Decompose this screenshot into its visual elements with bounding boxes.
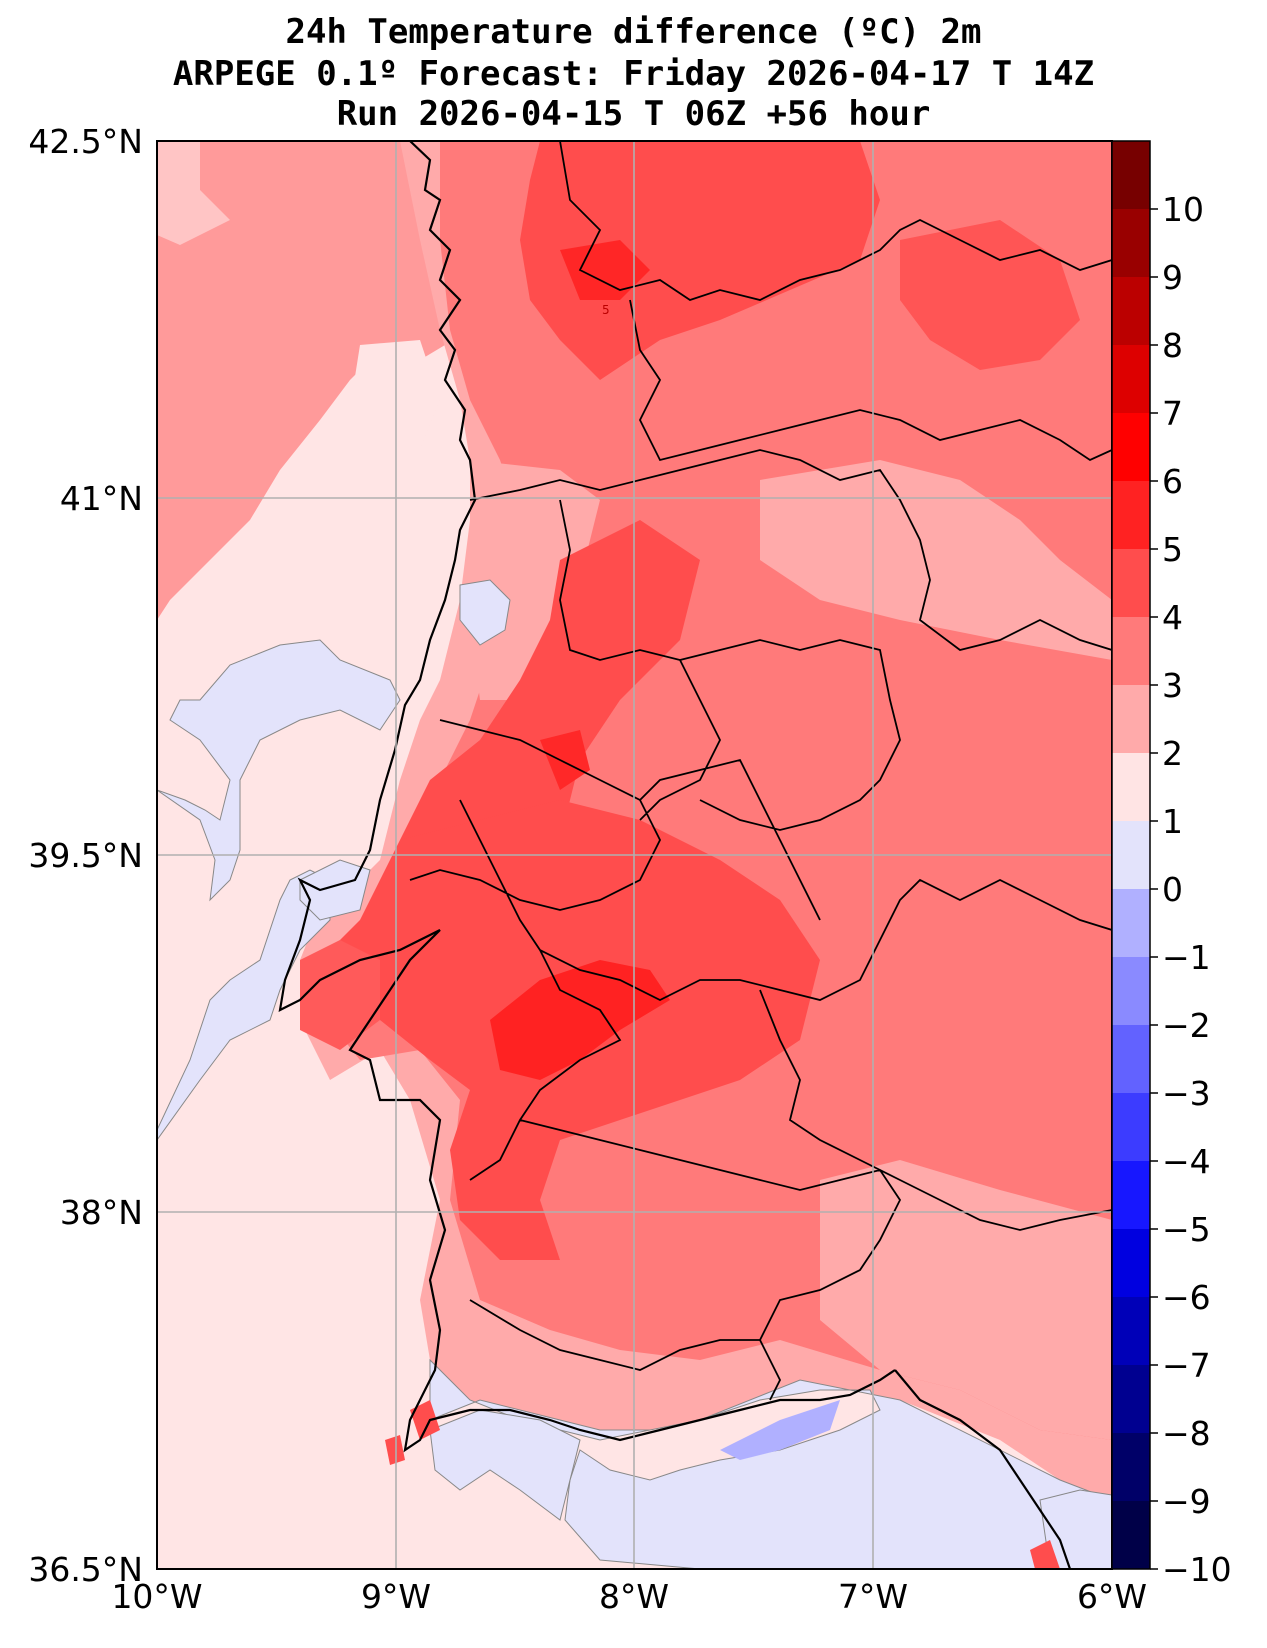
lon-label-1: 9°W — [361, 1577, 431, 1616]
land-hotspot-mid — [540, 730, 590, 790]
colorbar-segment — [1112, 277, 1150, 346]
land-hotspot-center — [490, 960, 670, 1080]
chart-title-line-2: ARPEGE 0.1º Forecast: Friday 2026-04-17 … — [172, 54, 1095, 94]
coastline-south-spain — [894, 1369, 1072, 1569]
colorbar-segment — [1112, 821, 1150, 890]
colorbar-tick-label: 9 — [1162, 258, 1183, 297]
land-light-strip-west — [470, 460, 600, 700]
colorbar-segment — [1112, 481, 1150, 550]
land-light-strip-north — [760, 460, 1112, 660]
colorbar-tick-label: 7 — [1162, 394, 1183, 433]
land-strong-positive-coast — [300, 940, 380, 1050]
offshore-very-light-area — [345, 340, 440, 470]
negative-area-offshore — [157, 639, 401, 902]
land-strong-positive-east — [900, 220, 1080, 370]
coastline — [278, 141, 896, 1453]
colorbar-segment — [1112, 1025, 1150, 1094]
colorbar-tick-label: 6 — [1162, 462, 1183, 501]
colorbar-tick-label: −7 — [1162, 1346, 1211, 1385]
contour-label: 5 — [602, 303, 610, 317]
lat-label-1: 41°N — [60, 479, 143, 518]
colorbar-tick-label: −6 — [1162, 1278, 1211, 1317]
lon-label-2: 8°W — [599, 1577, 669, 1616]
land-light-patch-south — [820, 1160, 1112, 1440]
colorbar-tick-label: −3 — [1162, 1074, 1211, 1113]
latitude-labels: 42.5°N 41°N 39.5°N 38°N 36.5°N — [28, 122, 143, 1589]
lon-label-4: 6°W — [1077, 1577, 1147, 1616]
land-hotspot-north — [560, 240, 650, 300]
colorbar-segment — [1112, 617, 1150, 686]
lat-label-4: 36.5°N — [28, 1550, 143, 1589]
colorbar-tick-label: 0 — [1162, 870, 1183, 909]
colorbar-segment — [1112, 753, 1150, 822]
colorbar-segment — [1112, 413, 1150, 482]
colorbar-tick-label: 10 — [1162, 190, 1204, 229]
colorbar-tick-label: −2 — [1162, 1006, 1211, 1045]
negative-area-south-sea — [429, 1409, 581, 1521]
colorbar-tick-label: 8 — [1162, 326, 1183, 365]
colorbar-segment — [1112, 685, 1150, 754]
negative-area-south-coast — [429, 1358, 1112, 1569]
colorbar-segment — [1112, 141, 1150, 210]
colorbar-segment — [1112, 549, 1150, 618]
warm-spot-sw-1 — [410, 1400, 440, 1440]
colorbar-segment — [1112, 957, 1150, 1026]
chart-title-line-1: 24h Temperature difference (ºC) 2m — [285, 12, 982, 52]
land-strong-positive-center — [400, 520, 700, 900]
colorbar-tick-label: −8 — [1162, 1414, 1211, 1453]
colorbar-segment — [1112, 1161, 1150, 1230]
warm-spot-se — [1030, 1540, 1060, 1569]
longitude-labels: 10°W 9°W 8°W 7°W 6°W — [111, 1577, 1147, 1616]
colorbar-tick-label: −1 — [1162, 938, 1211, 977]
colorbar-segment — [1112, 889, 1150, 958]
offshore-warm-area — [157, 141, 470, 620]
colorbar-tick-label: 1 — [1162, 802, 1183, 841]
land-strong-positive-north — [520, 141, 880, 380]
colorbar-tick-label: −10 — [1162, 1550, 1232, 1589]
lat-label-3: 38°N — [60, 1193, 143, 1232]
lat-label-2: 39.5°N — [28, 836, 143, 875]
colorbar-frame — [1111, 140, 1151, 1570]
colorbar-segment — [1112, 1365, 1150, 1434]
colorbar-tick-label: −5 — [1162, 1210, 1211, 1249]
lat-label-0: 42.5°N — [28, 122, 143, 161]
colorbar-segment — [1112, 1433, 1150, 1502]
colorbar-segment — [1112, 1501, 1150, 1570]
colorbar-segment — [1112, 209, 1150, 278]
colorbar-tick-label: −9 — [1162, 1482, 1211, 1521]
colorbar-segment — [1112, 1229, 1150, 1298]
offshore-light-patch — [157, 141, 230, 245]
colorbar-tick-label: 5 — [1162, 530, 1183, 569]
lon-label-0: 10°W — [111, 1577, 202, 1616]
colorbar-tick-label: 4 — [1162, 598, 1183, 637]
colorbar-tick-label: 3 — [1162, 666, 1183, 705]
negative-area-coast — [299, 859, 371, 921]
warm-spot-sw-2 — [385, 1435, 405, 1465]
map-grid — [157, 141, 1112, 1569]
admin-borders — [409, 141, 1112, 1401]
lon-label-3: 7°W — [838, 1577, 908, 1616]
colorbar-segment — [1112, 1297, 1150, 1366]
colorbar-segment — [1112, 1093, 1150, 1162]
colorbar-tick-label: 2 — [1162, 734, 1183, 773]
colorbar-segment — [1112, 345, 1150, 414]
negative-area-lagoon — [459, 579, 511, 646]
negative-area-south-mid — [720, 1400, 840, 1460]
chart-title-line-3: Run 2026-04-15 T 06Z +56 hour — [336, 94, 931, 134]
colorbar-tick-label: −4 — [1162, 1142, 1211, 1181]
